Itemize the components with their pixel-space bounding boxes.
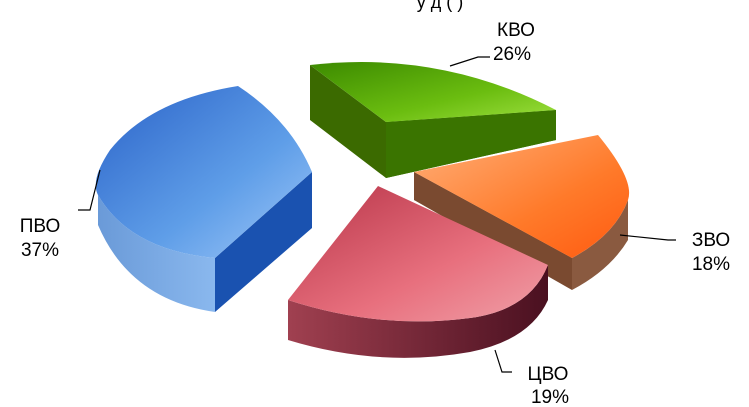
slice-kvo-top: [310, 62, 556, 122]
label-pvo-name: ПВО: [20, 216, 60, 237]
label-zvo-name: ЗВО: [692, 230, 730, 251]
label-cvo-name: ЦВО: [528, 364, 569, 385]
slice-zvo-top: [414, 135, 630, 258]
leader-kvo: [449, 56, 490, 67]
chart-title-fragment: у д ( ): [417, 0, 464, 12]
slice-kvo-side-front: [386, 110, 556, 178]
slice-cvo-top: [288, 186, 548, 322]
label-pvo-value: 37%: [21, 240, 59, 261]
label-kvo-value: 26%: [493, 44, 531, 65]
label-kvo-name: КВО: [497, 20, 535, 41]
label-cvo-value: 19%: [531, 387, 569, 407]
slice-pvo-top: [95, 86, 312, 258]
slice-cvo-side: [288, 265, 548, 358]
label-zvo-value: 18%: [692, 254, 730, 275]
slice-pvo-side-curve: [98, 195, 215, 312]
slice-kvo: [310, 62, 556, 178]
slice-pvo: [95, 86, 312, 312]
leader-cvo: [494, 349, 512, 373]
slice-pvo-side-front: [215, 172, 312, 312]
leader-zvo: [619, 234, 676, 241]
slice-cvo: [288, 186, 548, 358]
leader-pvo: [78, 169, 101, 211]
